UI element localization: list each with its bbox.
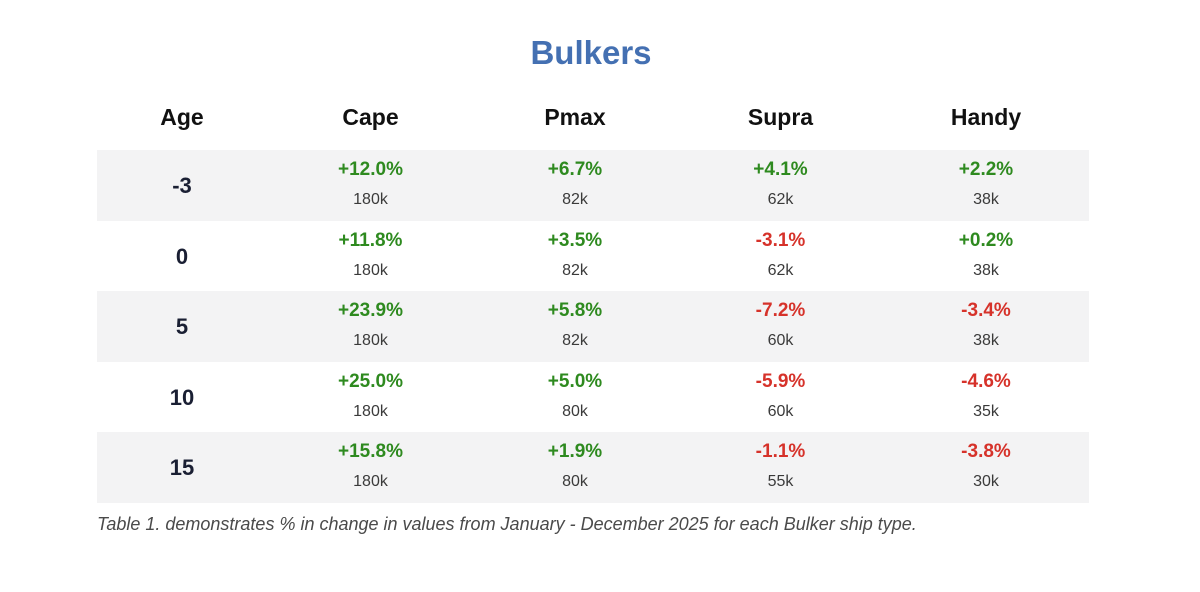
pct-change-value: +23.9% [338,300,403,321]
cape-cell: +11.8% 180k [269,221,472,291]
pmax-cell: +6.7% 82k [472,150,678,220]
pct-change-value: -4.6% [961,370,1011,392]
header-cape: Cape [342,104,399,130]
pmax-cell: +1.9% 80k [472,432,678,502]
ship-size-value: 180k [353,473,388,490]
ship-size-value: 80k [562,402,588,420]
header-handy: Handy [950,104,1022,130]
ship-size-value: 38k [973,332,999,349]
handy-cell: -3.4% 38k [883,291,1089,361]
age-cell: 0 [175,243,189,269]
ship-size-value: 35k [973,402,999,420]
pct-change-value: +4.1% [753,159,808,180]
supra-cell: -5.9% 60k [678,362,883,432]
pct-change-value: -3.4% [961,300,1011,321]
table-row: 10 +25.0% 180k +5.0% 80k -5.9% 60k -4.6% 35k [97,362,1089,433]
pct-change-value: -5.9% [755,370,806,392]
handy-cell: -4.6% 35k [883,362,1089,432]
ship-size-value: 38k [973,261,999,279]
pct-change-value: +15.8% [338,441,403,462]
age-cell: 5 [175,314,189,339]
supra-cell: -7.2% 60k [678,291,883,361]
table-caption: Table 1. demonstrates % in change in val… [97,514,917,534]
ship-size-value: 180k [353,332,388,349]
table-row: 0 +11.8% 180k +3.5% 82k -3.1% 62k +0.2% 38k [97,221,1089,292]
header-supra: Supra [747,104,814,130]
ship-size-value: 62k [767,191,794,208]
pct-change-value: +12.0% [338,159,403,180]
pmax-cell: +5.0% 80k [472,362,678,432]
table-title: Bulkers [530,34,652,71]
handy-cell: +2.2% 38k [883,150,1089,220]
handy-cell: -3.8% 30k [883,432,1089,502]
pct-change-value: +1.9% [547,441,603,462]
pct-change-value: +25.0% [338,370,403,392]
ship-size-value: 62k [767,261,794,279]
pmax-cell: +5.8% 82k [472,291,678,361]
pct-change-value: +5.8% [547,300,603,321]
ship-size-value: 55k [767,473,794,490]
pmax-cell: +3.5% 82k [472,221,678,291]
header-pmax: Pmax [544,104,606,130]
pct-change-value: +5.0% [547,370,603,392]
supra-cell: -1.1% 55k [678,432,883,502]
ship-size-value: 80k [562,473,588,490]
ship-size-value: 60k [767,402,794,420]
ship-size-value: 82k [562,261,588,279]
table-header: Age Cape Pmax Supra Handy [97,104,1089,136]
ship-size-value: 82k [562,332,588,349]
table-row: 5 +23.9% 180k +5.8% 82k -7.2% 60k -3.4% 38k [97,291,1089,362]
cape-cell: +25.0% 180k [269,362,472,432]
pct-change-value: +0.2% [958,229,1014,251]
supra-cell: -3.1% 62k [678,221,883,291]
ship-size-value: 180k [353,402,388,420]
header-age: Age [160,104,204,130]
age-cell: 10 [169,384,195,410]
pct-change-value: +6.7% [547,159,603,180]
pct-change-value: -3.1% [755,229,806,251]
pct-change-value: -1.1% [755,441,806,462]
pct-change-value: -3.8% [961,441,1011,462]
cape-cell: +15.8% 180k [269,432,472,502]
pct-change-value: +2.2% [958,159,1014,180]
ship-size-value: 180k [353,261,388,279]
ship-size-value: 30k [973,473,999,490]
cape-cell: +23.9% 180k [269,291,472,361]
age-cell: -3 [172,173,192,198]
table-row: 15 +15.8% 180k +1.9% 80k -1.1% 55k -3.8% 30k [97,432,1089,503]
cape-cell: +12.0% 180k [269,150,472,220]
pct-change-value: -7.2% [755,300,806,321]
table-row: -3 +12.0% 180k +6.7% 82k +4.1% 62k +2.2% 38k [97,150,1089,221]
ship-size-value: 180k [353,191,388,208]
ship-size-value: 38k [973,191,999,208]
table-body: -3 +12.0% 180k +6.7% 82k +4.1% 62k +2.2% 38k 0 +11… [97,150,1089,503]
ship-size-value: 82k [562,191,588,208]
handy-cell: +0.2% 38k [883,221,1089,291]
age-cell: 15 [169,455,195,480]
supra-cell: +4.1% 62k [678,150,883,220]
pct-change-value: +3.5% [547,229,603,251]
pct-change-value: +11.8% [338,229,403,251]
ship-size-value: 60k [767,332,794,349]
